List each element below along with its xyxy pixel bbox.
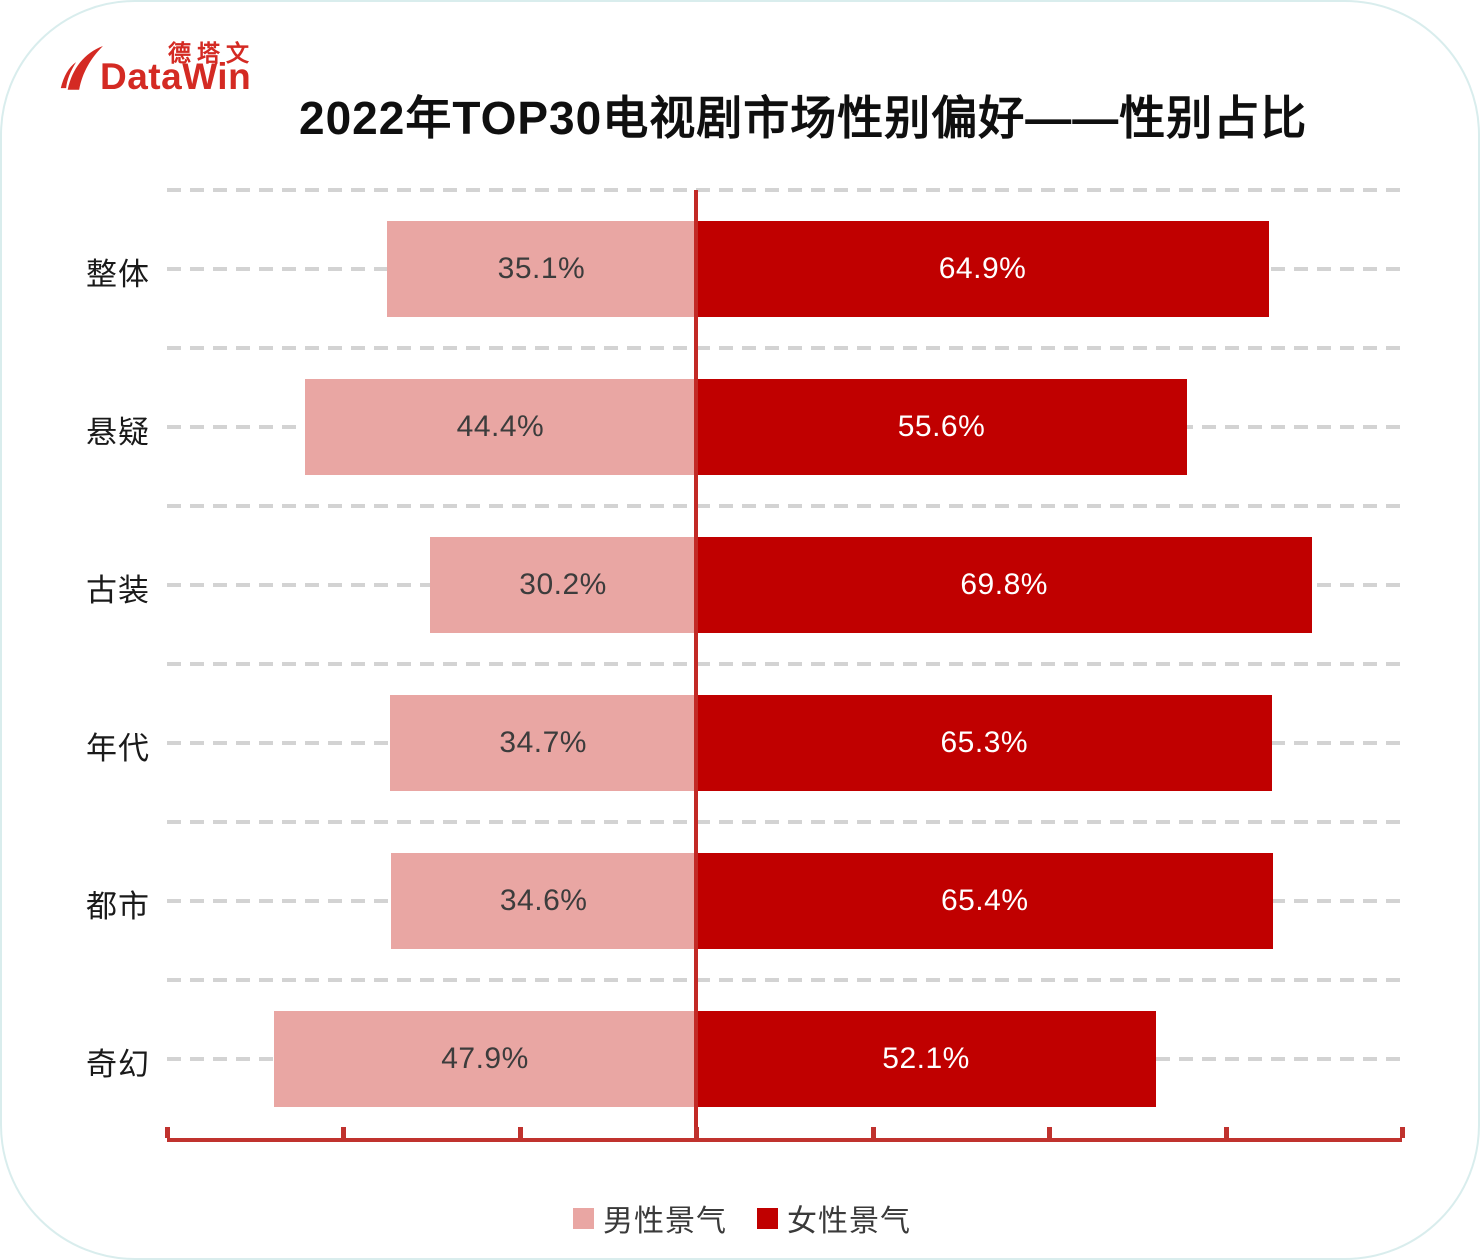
datawin-logo: 德塔文 DataWin [60, 32, 280, 102]
bar-female: 69.8% [696, 537, 1313, 633]
category-label: 古装 [86, 573, 150, 608]
datawin-swoosh-icon [60, 46, 103, 90]
legend-swatch [757, 1207, 778, 1229]
bar-male: 44.4% [304, 379, 697, 475]
logo-chinese-text: 德塔文 [168, 40, 255, 66]
legend-label: 女性景气 [787, 1205, 911, 1238]
gridline [167, 504, 1402, 508]
bar-male: 34.7% [390, 695, 697, 791]
bar-value-label: 34.6% [499, 884, 588, 917]
x-axis-tick [341, 1127, 347, 1138]
center-zero-line [694, 190, 699, 1138]
bar-female: 65.4% [696, 853, 1274, 949]
x-axis-tick [165, 1127, 170, 1138]
bar-male: 30.2% [429, 537, 697, 633]
category-label: 悬疑 [86, 415, 150, 450]
legend-swatch [573, 1207, 594, 1229]
chart-title: 2022年TOP30电视剧市场性别偏好——性别占比 [299, 92, 1308, 144]
bar-female: 52.1% [696, 1011, 1156, 1107]
bar-male: 35.1% [386, 221, 697, 317]
bar-value-label: 47.9% [441, 1042, 529, 1075]
bar-male: 34.6% [391, 853, 697, 949]
bar-value-label: 52.1% [882, 1042, 970, 1075]
bar-female: 64.9% [696, 221, 1269, 317]
legend-item: 男性景气 [573, 1196, 727, 1240]
bar-value-label: 30.2% [519, 568, 607, 601]
x-axis-tick [1047, 1127, 1053, 1138]
x-axis-tick [1400, 1127, 1405, 1138]
x-axis-line [167, 1138, 1402, 1142]
gridline [167, 978, 1402, 982]
x-axis-tick [517, 1127, 523, 1138]
bar-female: 65.3% [696, 695, 1273, 791]
x-axis-tick [1223, 1127, 1229, 1138]
legend-item: 女性景气 [757, 1196, 911, 1240]
bar-value-label: 64.9% [938, 252, 1027, 285]
x-axis-tick [870, 1127, 876, 1138]
bar-value-label: 35.1% [497, 252, 586, 285]
bar-value-label: 65.4% [940, 884, 1029, 917]
gridline [167, 820, 1402, 824]
legend-label: 男性景气 [603, 1205, 727, 1238]
bar-value-label: 44.4% [456, 410, 545, 443]
bar-value-label: 69.8% [960, 568, 1048, 601]
category-label: 年代 [86, 731, 150, 766]
bar-value-label: 34.7% [499, 726, 587, 759]
gridline [167, 662, 1402, 666]
legend: 男性景气 女性景气 [2, 1196, 1478, 1240]
bar-value-label: 55.6% [897, 410, 986, 443]
gridline [167, 188, 1402, 192]
logo-english-text: DataWin [100, 56, 252, 97]
bar-female: 55.6% [696, 379, 1187, 475]
bar-value-label: 65.3% [940, 726, 1029, 759]
category-label: 都市 [86, 889, 150, 924]
category-label: 整体 [86, 257, 150, 292]
category-label: 奇幻 [86, 1047, 150, 1082]
bar-male: 47.9% [273, 1011, 697, 1107]
x-axis-tick [694, 1127, 700, 1138]
gridline [167, 346, 1402, 350]
